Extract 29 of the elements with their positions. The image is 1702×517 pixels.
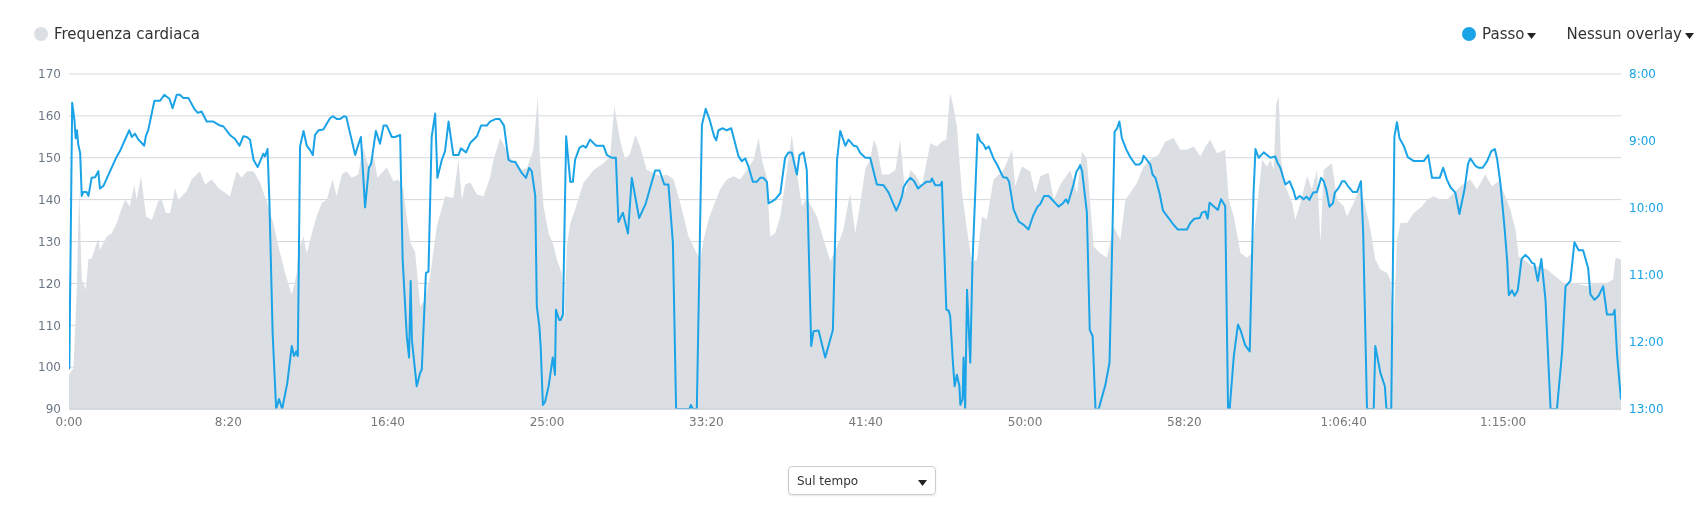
y2-tick-label: 11:00	[1629, 268, 1664, 283]
y2-tick-label: 8:00	[1629, 67, 1656, 82]
x-tick-label: 58:20	[1167, 414, 1202, 429]
dropdown-field: Sul tempo	[788, 466, 936, 495]
y2-tick-label: 10:00	[1629, 201, 1664, 216]
y-tick-label: 140	[38, 192, 61, 207]
x-tick-label: 25:00	[529, 414, 565, 429]
y-tick-label: 90	[45, 402, 61, 417]
y-tick-label: 150	[38, 151, 61, 166]
legend-label: Frequenza cardiaca	[54, 25, 200, 43]
x-tick-label: 16:40	[370, 414, 405, 429]
y-tick-label: 120	[38, 276, 61, 291]
y2-tick-label: 9:00	[1629, 134, 1656, 149]
x-tick-label: 33:20	[689, 414, 724, 429]
y-tick-label: 160	[38, 109, 61, 124]
x-tick-label: 8:20	[214, 414, 242, 429]
y2-tick-label: 13:00	[1629, 402, 1664, 417]
x-tick-label: 1:15:00	[1479, 414, 1527, 429]
y-tick-label: 130	[38, 234, 61, 249]
y-tick-label: 100	[38, 360, 61, 375]
text: Nessun overlay	[1566, 25, 1682, 43]
y-tick-label: 110	[38, 318, 61, 333]
x-tick-label: 50:00	[1007, 414, 1043, 429]
y2-tick-label: 12:00	[1629, 335, 1664, 350]
x-tick-label: 1:06:40	[1320, 414, 1367, 429]
y-tick-label: 170	[38, 67, 61, 82]
x-tick-label: 41:40	[848, 414, 884, 429]
legend-label: Passo	[1482, 25, 1525, 43]
x-tick-label: 0:00	[55, 414, 83, 429]
